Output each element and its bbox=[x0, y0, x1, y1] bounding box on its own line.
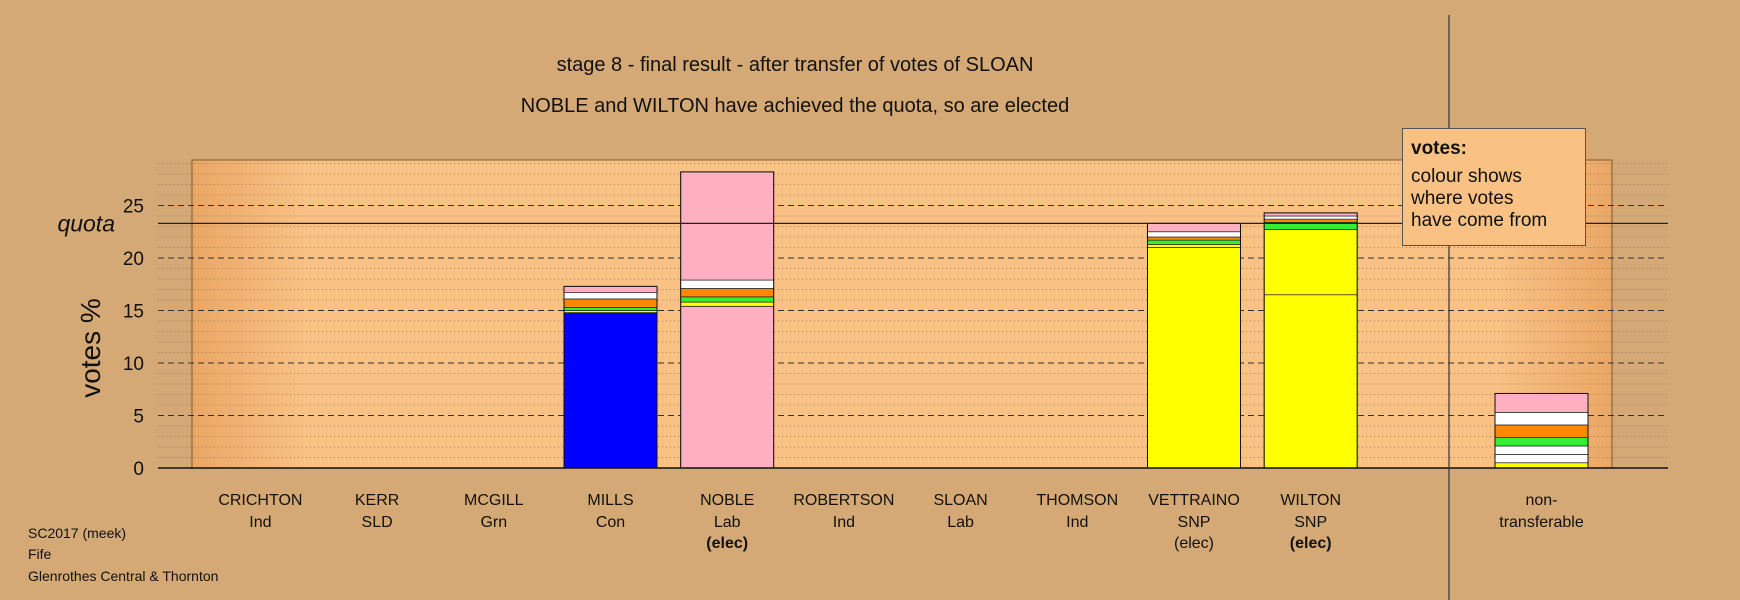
candidate-party: Con bbox=[596, 514, 625, 531]
bar-segment bbox=[563, 312, 658, 469]
y-tick-label: 10 bbox=[123, 354, 144, 375]
bar-segment bbox=[680, 296, 775, 303]
candidate-status: (elec) bbox=[706, 535, 748, 552]
bar-segment bbox=[1494, 393, 1589, 413]
bar-segment bbox=[1147, 223, 1241, 233]
bar-segment bbox=[1494, 424, 1589, 438]
bar-segment bbox=[1494, 454, 1589, 464]
bar-segment bbox=[1263, 229, 1358, 296]
bar-segment bbox=[680, 305, 775, 469]
chart-title: stage 8 - final result - after transfer … bbox=[556, 54, 1034, 76]
candidate-status: (elec) bbox=[1290, 535, 1332, 552]
y-tick-label: 0 bbox=[133, 459, 144, 480]
candidate-name: non- bbox=[1525, 492, 1557, 509]
bar-segment bbox=[563, 307, 658, 311]
bar-segment bbox=[1147, 231, 1241, 238]
bar-segment bbox=[1147, 239, 1241, 245]
y-tick-label: 20 bbox=[123, 249, 144, 270]
footer-council: Fife bbox=[28, 546, 52, 562]
bar-mills bbox=[563, 285, 658, 469]
bar-segment bbox=[563, 286, 658, 294]
footer-ward: Glenrothes Central & Thornton bbox=[28, 568, 219, 584]
bar-wilton bbox=[1263, 212, 1358, 469]
candidate-party: SLD bbox=[362, 514, 393, 531]
bar-segment bbox=[1494, 437, 1589, 447]
candidate-party: Ind bbox=[1066, 514, 1088, 531]
candidate-name: THOMSON bbox=[1036, 492, 1118, 509]
bar-segment bbox=[1147, 247, 1241, 469]
bar-segment bbox=[1263, 215, 1358, 220]
bar-segment bbox=[1494, 445, 1589, 455]
candidate-party: Lab bbox=[714, 514, 741, 531]
bar-segment bbox=[680, 288, 775, 298]
candidate-party: transferable bbox=[1499, 514, 1584, 531]
bar-nontransferable bbox=[1494, 392, 1589, 469]
bar-segment bbox=[680, 171, 775, 281]
candidate-party: Ind bbox=[833, 514, 855, 531]
candidate-party: SNP bbox=[1178, 514, 1211, 531]
candidate-name: MCGILL bbox=[464, 492, 524, 509]
bar-segment bbox=[1263, 294, 1358, 469]
candidate-name: CRICHTON bbox=[218, 492, 302, 509]
bar-segment bbox=[563, 298, 658, 308]
candidate-name: NOBLE bbox=[700, 492, 754, 509]
legend-body: colour shows where votes have come from bbox=[1411, 166, 1548, 231]
y-tick-label: 25 bbox=[123, 197, 144, 218]
candidate-status: (elec) bbox=[1174, 535, 1214, 552]
y-tick-label: 15 bbox=[123, 302, 144, 323]
legend-title: votes: bbox=[1411, 138, 1467, 159]
legend: votes: colour shows where votes have com… bbox=[1402, 128, 1586, 246]
footer-system: SC2017 (meek) bbox=[28, 525, 127, 541]
bar-segment bbox=[1494, 412, 1589, 426]
candidate-name: ROBERTSON bbox=[793, 492, 894, 509]
plot-area bbox=[191, 159, 1613, 469]
candidate-party: SNP bbox=[1294, 514, 1327, 531]
bar-segment bbox=[563, 292, 658, 300]
bar-segment bbox=[1147, 236, 1241, 241]
quota-label: quota bbox=[57, 210, 115, 236]
chart-subtitle: NOBLE and WILTON have achieved the quota… bbox=[520, 95, 1070, 117]
candidate-party: Lab bbox=[947, 514, 974, 531]
candidate-party: Grn bbox=[480, 514, 507, 531]
candidate-name: KERR bbox=[355, 492, 399, 509]
candidate-name: SLOAN bbox=[933, 492, 987, 509]
bar-segment bbox=[680, 279, 775, 289]
candidate-name: VETTRAINO bbox=[1148, 492, 1240, 509]
bar-segment bbox=[1147, 244, 1241, 248]
bar-vettraino bbox=[1147, 222, 1241, 469]
bar-segment bbox=[1263, 218, 1358, 223]
y-axis-label: votes % bbox=[75, 298, 106, 398]
bar-segment bbox=[680, 301, 775, 307]
candidate-name: WILTON bbox=[1280, 492, 1341, 509]
candidate-party: Ind bbox=[249, 514, 271, 531]
y-tick-label: 5 bbox=[133, 407, 144, 428]
candidate-name: MILLS bbox=[587, 492, 633, 509]
bar-noble bbox=[680, 171, 775, 469]
